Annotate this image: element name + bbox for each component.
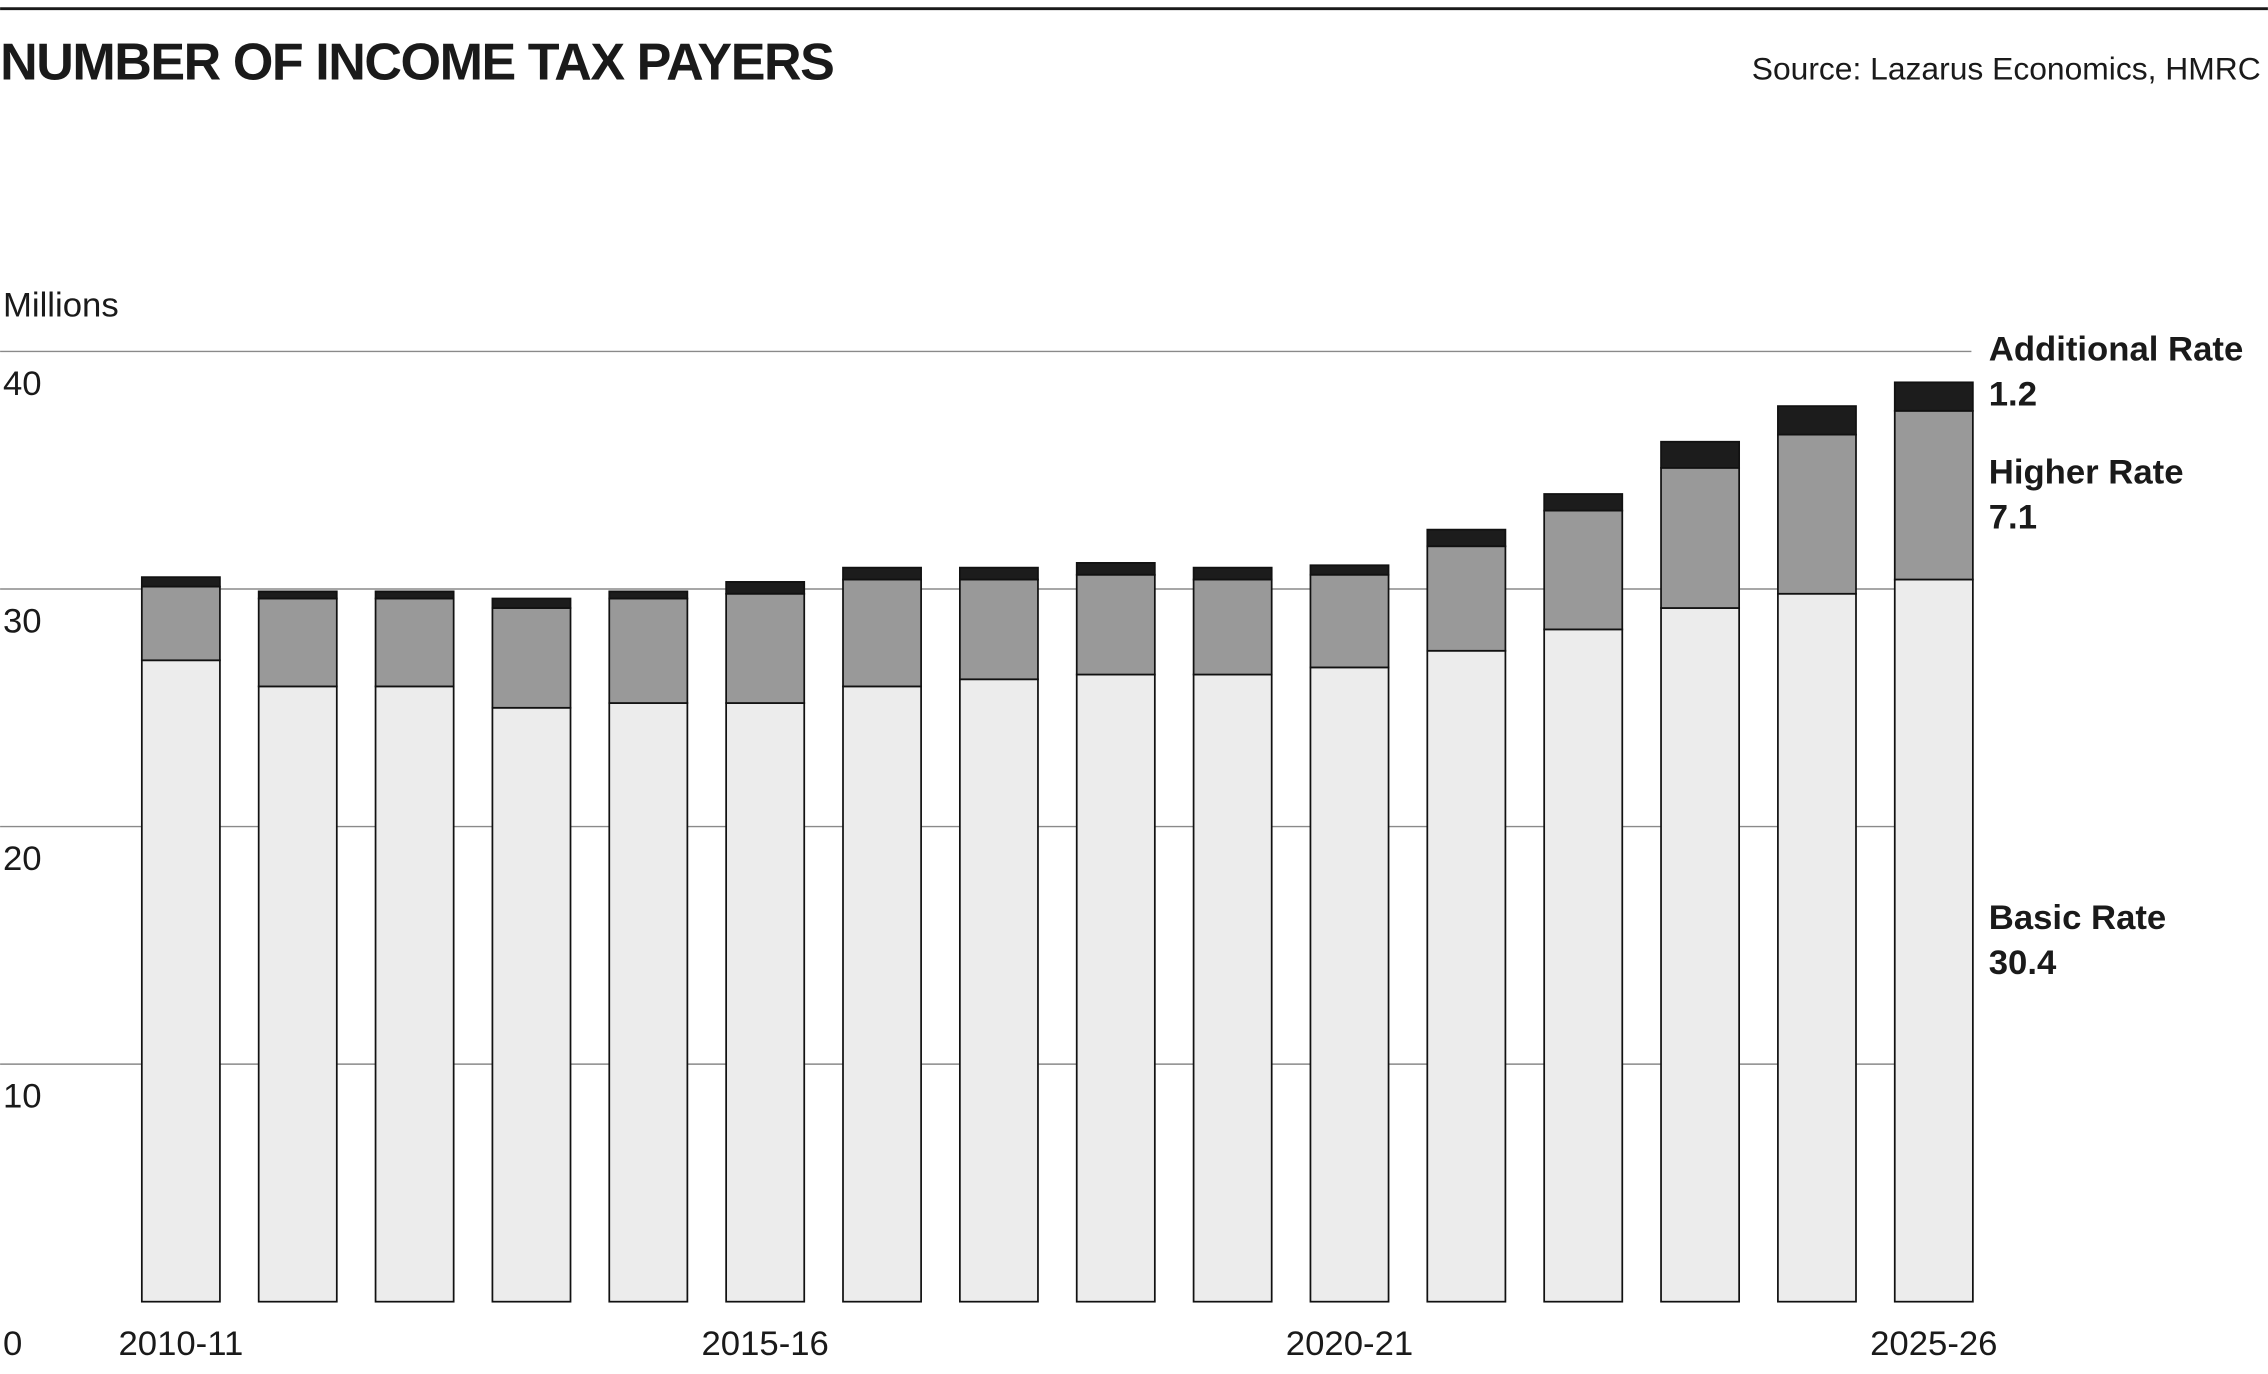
bar-segment xyxy=(1543,493,1624,512)
value-label: 7.1 xyxy=(1989,498,2037,536)
bar-segment xyxy=(1777,433,1857,595)
y-tick-label: 30 xyxy=(3,602,42,640)
bar-segment xyxy=(491,706,572,1303)
bar-segment xyxy=(1893,409,1974,581)
legend-name: Higher Rate xyxy=(1989,454,2184,492)
bar-segment xyxy=(491,607,572,709)
bar-segment xyxy=(140,585,221,662)
y-tick-label: 40 xyxy=(3,365,42,403)
bar-segment xyxy=(608,597,689,704)
bar-segment xyxy=(140,659,221,1303)
y-tick-label: 10 xyxy=(3,1078,42,1116)
bar-segment xyxy=(374,685,455,1303)
bar-segment xyxy=(958,678,1039,1303)
bar-segment xyxy=(1893,578,1974,1303)
value-label: 30.4 xyxy=(1989,944,2057,982)
x-tick-label: 2020-21 xyxy=(1286,1325,1413,1363)
bar-segment xyxy=(842,685,922,1303)
y-axis-label: Millions xyxy=(3,287,119,325)
y-tick-label: 0 xyxy=(3,1325,22,1363)
bar-segment xyxy=(842,566,922,581)
bar-segment xyxy=(1075,573,1156,676)
value-label: 1.2 xyxy=(1989,376,2037,414)
legend-name: Additional Rate xyxy=(1989,331,2243,369)
bar-segment xyxy=(608,590,689,600)
bar-segment xyxy=(140,576,221,588)
bars xyxy=(140,381,1974,1303)
bar-segment xyxy=(1192,673,1273,1303)
bar-segment xyxy=(1893,381,1974,412)
bar-segment xyxy=(257,685,338,1303)
bar-segment xyxy=(1309,573,1390,669)
bar-segment xyxy=(1543,628,1624,1303)
bar-segment xyxy=(257,597,338,688)
bar-segment xyxy=(491,597,572,609)
x-tick-label: 2015-16 xyxy=(702,1325,829,1363)
bar-segment xyxy=(1543,509,1624,631)
bar-segment xyxy=(1192,578,1273,676)
bar-segment xyxy=(1660,466,1741,609)
bar-segment xyxy=(725,581,806,595)
bar-segment xyxy=(725,702,806,1303)
bar-segment xyxy=(958,578,1039,681)
bar-segment xyxy=(1660,440,1741,469)
bar-segment xyxy=(374,590,455,600)
bar-segment xyxy=(374,597,455,688)
bar-segment xyxy=(257,590,338,600)
x-tick-label: 2010-11 xyxy=(118,1325,243,1363)
bar-segment xyxy=(1777,592,1857,1303)
bar-segment xyxy=(1309,666,1390,1303)
bar-segment xyxy=(958,566,1039,581)
y-tick-label: 20 xyxy=(3,840,42,878)
bar-segment xyxy=(725,592,806,704)
bar-segment xyxy=(1309,564,1390,576)
bar-segment xyxy=(1660,607,1741,1303)
x-tick-label: 2025-26 xyxy=(1870,1325,1997,1363)
bar-segment xyxy=(1426,649,1507,1303)
source: Source: Lazarus Economics, HMRC xyxy=(1752,51,2261,87)
bar-segment xyxy=(1777,405,1857,436)
bar-segment xyxy=(1426,528,1507,548)
bar-segment xyxy=(608,702,689,1303)
chart-title: NUMBER OF INCOME TAX PAYERS xyxy=(0,34,833,92)
bar-segment xyxy=(1075,562,1156,576)
bar-segment xyxy=(1192,566,1273,581)
bar-segment xyxy=(1426,545,1507,652)
bar-segment xyxy=(1075,673,1156,1303)
legend-name: Basic Rate xyxy=(1989,899,2166,937)
bar-segment xyxy=(842,578,922,688)
